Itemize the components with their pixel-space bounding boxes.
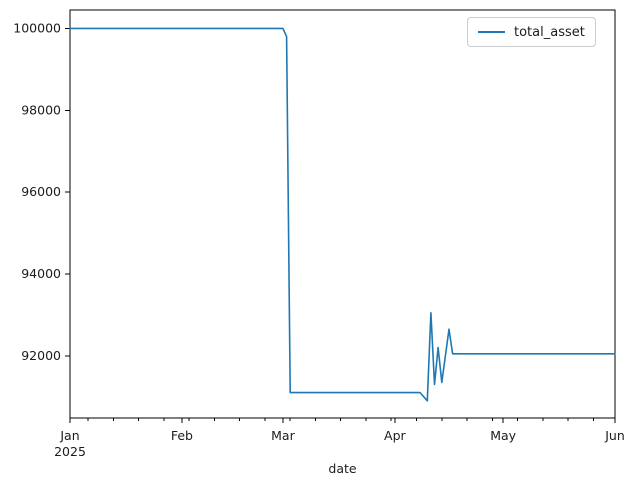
plot-area-border [69, 9, 616, 419]
legend-line-sample [478, 31, 505, 33]
x-axis-title: date [328, 461, 357, 476]
y-axis-tick-label: 94000 [21, 266, 61, 281]
y-axis-tick-label: 100000 [13, 20, 61, 35]
x-axis-tick-label: Apr [384, 428, 406, 443]
y-axis-tick-label: 96000 [21, 184, 61, 199]
x-axis-tick-label: Jan [59, 428, 79, 443]
x-axis-tick-label: Jun [604, 428, 625, 443]
x-axis-tick-label: May [490, 428, 516, 443]
x-axis-tick-label: Feb [171, 428, 193, 443]
y-axis-tick-label: 92000 [21, 348, 61, 363]
x-axis-tick-label: Mar [271, 428, 295, 443]
x-axis-tick-year-label: 2025 [54, 444, 86, 459]
legend: total_asset [467, 17, 596, 47]
y-axis-tick-label: 98000 [21, 102, 61, 117]
series-line-total_asset [69, 27, 616, 402]
legend-label: total_asset [514, 24, 585, 40]
